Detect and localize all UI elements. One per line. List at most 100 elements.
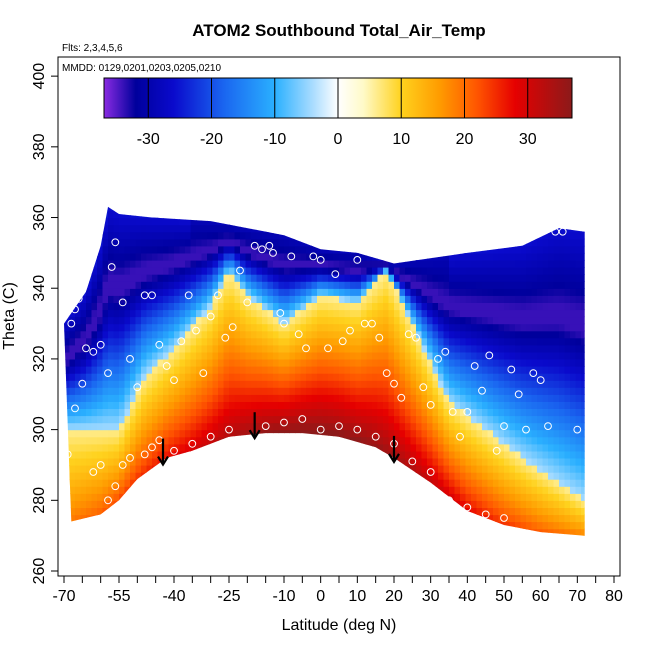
- sample-point-marker: [522, 425, 530, 434]
- sample-point-marker: [140, 450, 149, 459]
- y-tick-label: 280: [31, 487, 48, 514]
- sample-point-marker: [126, 355, 134, 363]
- chart-title: ATOM2 Southbound Total_Air_Temp: [192, 21, 485, 40]
- sample-point-marker: [258, 245, 266, 254]
- sample-point-marker: [390, 379, 398, 388]
- x-tick-label: -55: [107, 588, 130, 605]
- sample-point-marker: [478, 386, 486, 395]
- y-tick-label: 260: [31, 558, 48, 585]
- sample-point-marker: [148, 291, 156, 300]
- y-tick-label: 340: [31, 275, 48, 302]
- sample-point-marker: [126, 454, 134, 462]
- sample-point-marker: [500, 514, 508, 522]
- sample-point-marker: [316, 425, 325, 434]
- sample-point-marker: [298, 415, 307, 423]
- sample-point-marker: [551, 227, 560, 236]
- x-axis-label: Latitude (deg N): [282, 617, 397, 634]
- sample-point-marker: [346, 326, 354, 335]
- sample-point-marker: [250, 241, 259, 250]
- sample-point-marker: [170, 446, 178, 455]
- sample-point-marker: [514, 390, 523, 399]
- colorbar-tick-label: -30: [137, 131, 160, 148]
- sample-point-marker: [426, 468, 435, 476]
- x-tick-label: 60: [532, 588, 550, 605]
- x-tick-label: 20: [385, 588, 403, 605]
- dates-annotation: MMDD: 0129,0201,0203,0205,0210: [62, 63, 221, 74]
- sample-point-marker: [228, 323, 237, 332]
- sample-point-marker: [456, 432, 464, 441]
- colorbar-tick-label: 10: [392, 131, 410, 148]
- sample-point-marker: [280, 418, 288, 427]
- sample-point-marker: [118, 298, 127, 307]
- sample-point-marker: [500, 422, 508, 431]
- sample-point-marker: [529, 369, 538, 378]
- colorbar-tick-label: 0: [334, 131, 343, 148]
- sample-point-marker: [89, 347, 98, 356]
- sample-point-marker: [280, 319, 288, 328]
- sample-point-marker: [148, 443, 156, 452]
- sample-point-marker: [485, 351, 494, 360]
- sample-point-marker: [448, 408, 457, 416]
- sample-point-marker: [463, 408, 472, 416]
- colorbar: -30 -20 -10 0 10 20 30: [103, 77, 573, 148]
- sample-point-marker: [111, 482, 120, 491]
- sample-point-marker: [162, 362, 171, 370]
- sample-point-marker: [206, 432, 215, 441]
- y-tick-label: 400: [31, 63, 48, 90]
- y-tick-label: 380: [31, 133, 48, 160]
- sample-point-marker: [302, 344, 310, 353]
- sample-point-marker: [353, 256, 362, 264]
- sample-point-marker: [206, 312, 215, 321]
- sample-point-marker: [225, 425, 233, 434]
- x-tick-label: 0: [316, 588, 325, 605]
- colorbar-tick-label: -20: [200, 131, 223, 148]
- sample-point-marker: [67, 319, 76, 328]
- x-tick-label: 40: [458, 588, 476, 605]
- x-tick-label: 70: [568, 588, 586, 605]
- sample-point-marker: [335, 422, 343, 431]
- x-tick-label: 30: [422, 588, 440, 605]
- sample-point-marker: [265, 241, 274, 250]
- sample-point-marker: [184, 291, 193, 300]
- tropopause-arrows: [157, 412, 400, 467]
- flights-annotation: Flts: 2,3,4,5,6: [62, 43, 123, 54]
- sample-point-marker: [177, 337, 186, 346]
- sample-point-marker: [371, 432, 380, 441]
- sample-point-marker: [155, 340, 164, 349]
- colorbar-tick-labels: -30 -20 -10 0 10 20 30: [137, 131, 537, 148]
- sample-point-marker: [192, 326, 200, 335]
- sample-point-marker: [96, 461, 105, 469]
- x-axis: -70 -55 -40 -25 -10 0 10 20 30 40 50 60 70 80: [52, 576, 623, 605]
- sample-point-marker: [470, 362, 479, 370]
- sample-point-marker: [408, 457, 417, 466]
- sample-point-marker: [419, 383, 428, 392]
- y-axis: 260 280 300 320 340 360 380 400: [31, 63, 58, 585]
- y-tick-label: 360: [31, 204, 48, 231]
- sample-point-marker: [331, 270, 340, 279]
- x-tick-label: 10: [348, 588, 366, 605]
- sample-point-marker: [353, 425, 362, 434]
- sample-point-marker: [89, 468, 98, 476]
- sample-point-marker: [412, 333, 420, 342]
- sample-points: [60, 227, 582, 522]
- sample-point-marker: [170, 376, 178, 385]
- sample-point-marker: [104, 496, 112, 505]
- sample-point-marker: [573, 425, 582, 434]
- x-tick-label: -25: [217, 588, 240, 605]
- arrow-head: [248, 429, 261, 441]
- colorbar-tick-label: -10: [263, 131, 286, 148]
- arrow-head: [157, 455, 169, 467]
- x-tick-label: -70: [52, 588, 75, 605]
- sample-point-marker: [382, 369, 391, 378]
- sample-point-marker: [481, 510, 490, 519]
- sample-point-marker: [324, 344, 332, 353]
- sample-point-marker: [107, 263, 116, 271]
- sample-point-marker: [133, 383, 142, 392]
- sample-point-marker: [118, 461, 127, 469]
- sample-point-marker: [338, 337, 347, 346]
- sample-point-marker: [441, 347, 450, 356]
- sample-point-marker: [74, 294, 83, 303]
- x-tick-label: 80: [605, 588, 623, 605]
- sample-point-marker: [445, 496, 453, 505]
- sample-point-marker: [63, 450, 72, 459]
